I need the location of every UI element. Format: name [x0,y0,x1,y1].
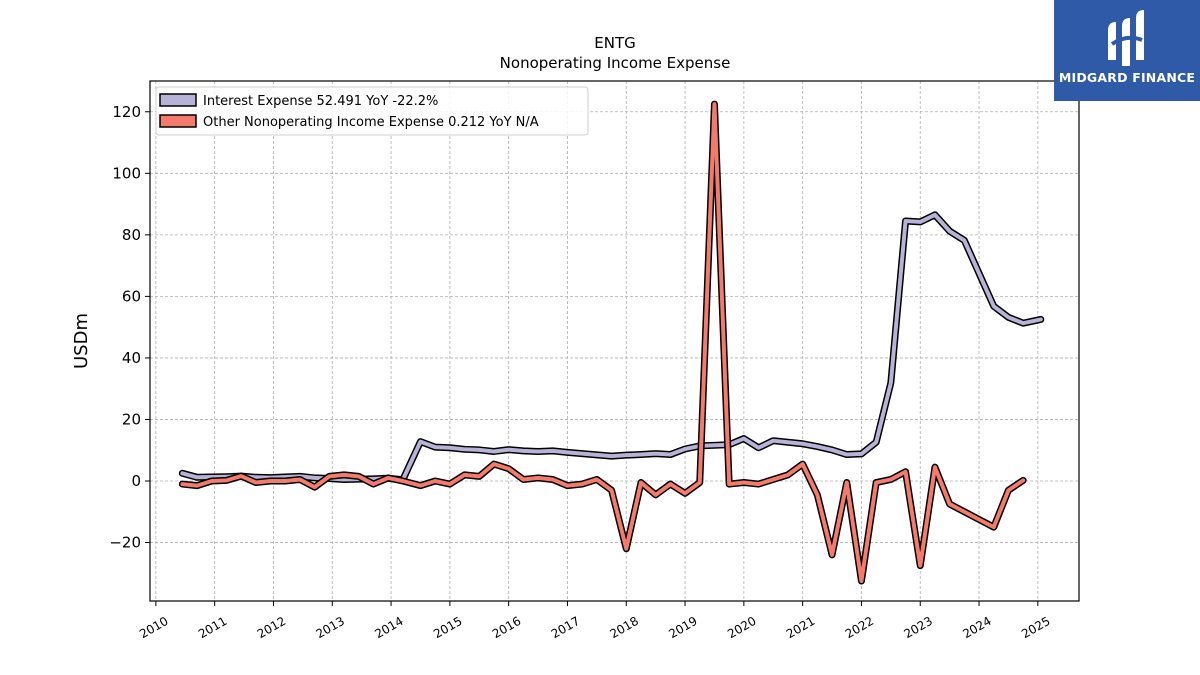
y-tick-label: −20 [109,534,141,552]
series-line-interest-expense [180,212,1043,482]
y-tick-label: 0 [131,472,141,490]
logo-text: MIDGARD FINANCE [1058,70,1196,85]
midgard-finance-logo-icon [1108,10,1144,66]
legend-swatch-other-nonoperating [159,114,197,128]
x-tick-label: 2016 [490,614,523,641]
series-lines [178,100,1045,585]
legend-label-interest-expense: Interest Expense 52.491 YoY -22.2% [203,94,438,109]
x-tick-label: 2022 [843,614,876,641]
x-tick-label: 2013 [314,614,347,641]
plot-area [149,80,1080,602]
y-tick-label: 60 [122,287,141,305]
y-tick-label: 120 [112,103,141,121]
legend-swatch-interest-expense [159,93,197,107]
x-tick-label: 2010 [137,614,170,641]
x-tick-label: 2025 [1019,614,1052,641]
x-tick-label: 2024 [960,614,993,641]
y-tick-label: 20 [122,410,141,428]
y-tick-label: 80 [122,226,141,244]
x-tick-label: 2017 [549,614,582,641]
y-axis: −20 0 20 40 60 80 100 120 [109,103,150,552]
series-outline-interest-expense [178,211,1045,484]
legend: Interest Expense 52.491 YoY -22.2% Other… [155,86,589,136]
x-tick-label: 2021 [784,614,817,641]
legend-label-other-nonoperating: Other Nonoperating Income Expense 0.212 … [203,115,539,130]
x-tick-label: 2011 [196,614,229,641]
series-line-other-nonoperating-income-expense [180,102,1026,583]
x-tick-label: 2015 [431,614,464,641]
grid-lines [150,81,1079,601]
legend-box [155,86,589,136]
chart-subtitle: Nonoperating Income Expense [500,54,731,72]
x-tick-label: 2018 [608,614,641,641]
y-axis-label: USDm [71,313,92,369]
plot-frame [149,80,1080,602]
x-tick-label: 2012 [255,614,288,641]
chart-title: ENTG [594,34,635,52]
x-tick-label: 2019 [666,614,699,641]
x-tick-label: 2020 [725,614,758,641]
x-tick-label: 2023 [902,614,935,641]
x-tick-label: 2014 [372,614,405,641]
midgard-finance-logo: MIDGARD FINANCE [1054,0,1200,101]
y-tick-label: 40 [122,349,141,367]
y-tick-label: 100 [112,164,141,182]
x-axis: 2010 2011 2012 2013 2014 2015 2016 2017 2018 2019… [137,601,1053,641]
